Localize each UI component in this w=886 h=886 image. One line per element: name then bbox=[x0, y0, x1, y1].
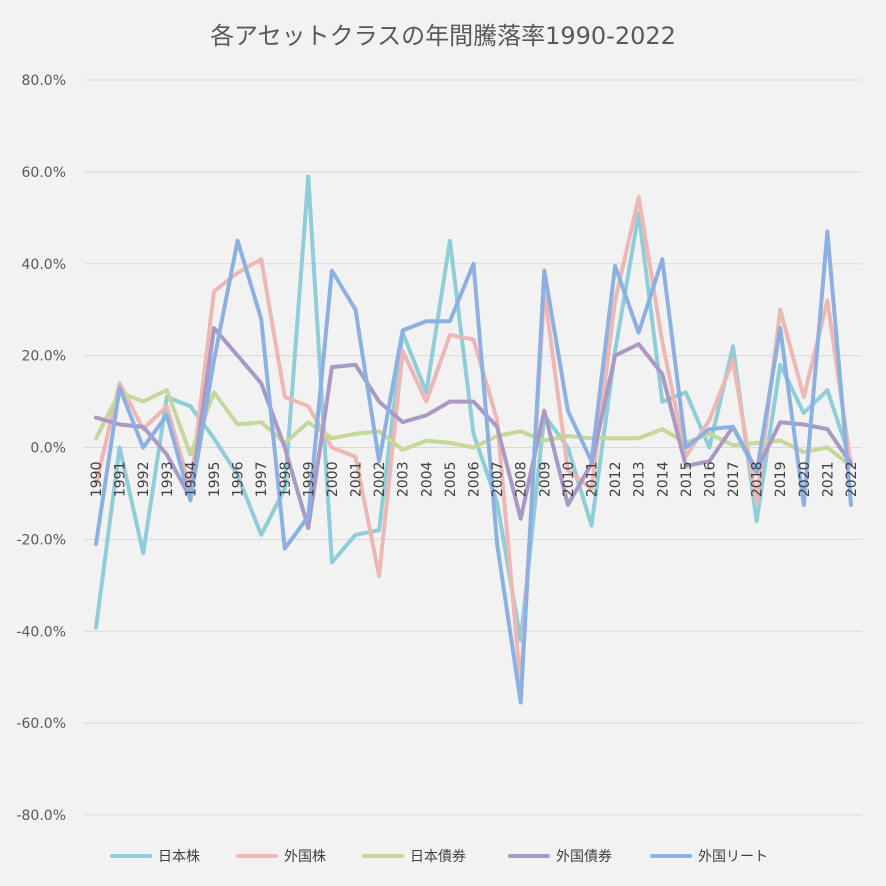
x-tick-label: 2018 bbox=[750, 462, 766, 498]
series-line bbox=[94, 326, 853, 530]
x-tick-label: 1990 bbox=[89, 462, 105, 498]
y-tick-label: 40.0% bbox=[22, 257, 66, 273]
x-tick-label: 1993 bbox=[160, 462, 176, 498]
x-tick-label: 2000 bbox=[325, 462, 341, 498]
x-tick-label: 2019 bbox=[773, 462, 789, 498]
x-tick-label: 2012 bbox=[608, 462, 624, 498]
x-tick-label: 1997 bbox=[254, 462, 270, 498]
x-tick-label: 2004 bbox=[419, 461, 435, 497]
y-tick-label: 80.0% bbox=[22, 73, 66, 89]
legend-item: 日本株 bbox=[110, 849, 200, 865]
x-tick-label: 2010 bbox=[561, 462, 577, 498]
y-tick-label: 0.0% bbox=[30, 441, 66, 457]
legend-item: 外国リート bbox=[650, 849, 768, 865]
y-tick-label: -40.0% bbox=[16, 624, 66, 640]
legend: 日本株 外国株 日本債券 外国債券 外国リート bbox=[110, 849, 768, 865]
legend-label: 外国債券 bbox=[556, 849, 612, 865]
legend-item: 外国債券 bbox=[508, 849, 612, 865]
y-tick-label: -60.0% bbox=[16, 716, 66, 732]
legend-label: 日本株 bbox=[158, 849, 200, 865]
x-tick-label: 1995 bbox=[207, 462, 223, 498]
x-tick-label: 2016 bbox=[702, 461, 718, 497]
legend-label: 外国リート bbox=[698, 849, 768, 865]
y-tick-label: -80.0% bbox=[16, 808, 66, 824]
legend-label: 日本債券 bbox=[410, 849, 466, 865]
x-tick-label: 2009 bbox=[537, 462, 553, 498]
x-tick-label: 1994 bbox=[183, 461, 199, 497]
y-tick-label: -20.0% bbox=[16, 532, 66, 548]
x-tick-label: 2014 bbox=[655, 461, 671, 497]
chart-title: 各アセットクラスの年間騰落率1990-2022 bbox=[210, 22, 676, 50]
x-tick-label: 2005 bbox=[443, 462, 459, 498]
x-tick-label: 2013 bbox=[632, 462, 648, 498]
x-tick-label: 2006 bbox=[467, 461, 483, 497]
x-tick-label: 1999 bbox=[301, 462, 317, 498]
x-tick-label: 2017 bbox=[726, 462, 742, 498]
series-line bbox=[94, 195, 853, 689]
x-tick-label: 2008 bbox=[514, 462, 530, 498]
series-line bbox=[94, 229, 853, 705]
x-tick-label: 2020 bbox=[797, 462, 813, 498]
x-tick-label: 2007 bbox=[490, 462, 506, 498]
x-tick-label: 1998 bbox=[278, 462, 294, 498]
y-tick-label: 20.0% bbox=[22, 349, 66, 365]
series-lines bbox=[94, 174, 853, 705]
x-tick-label: 2011 bbox=[584, 462, 600, 498]
legend-item: 日本債券 bbox=[362, 849, 466, 865]
x-tick-label: 2021 bbox=[820, 462, 836, 498]
legend-item: 外国株 bbox=[236, 849, 326, 865]
y-tick-label: 60.0% bbox=[22, 165, 66, 181]
x-tick-label: 2002 bbox=[372, 462, 388, 498]
x-tick-label: 1992 bbox=[136, 462, 152, 498]
y-axis-ticks: 80.0% 60.0% 40.0% 20.0% 0.0% -20.0% -40.0% -60.… bbox=[16, 73, 66, 824]
x-tick-label: 2022 bbox=[844, 462, 860, 498]
x-axis-ticks: 1990 1991 1992 1993 1994 1995 1996 1997 1998 1999… bbox=[89, 461, 860, 497]
x-tick-label: 2001 bbox=[349, 462, 365, 498]
x-tick-label: 2015 bbox=[679, 462, 695, 498]
x-tick-label: 1996 bbox=[231, 461, 247, 497]
x-tick-label: 2003 bbox=[396, 462, 412, 498]
x-tick-label: 1991 bbox=[113, 462, 129, 498]
legend-label: 外国株 bbox=[284, 849, 326, 865]
